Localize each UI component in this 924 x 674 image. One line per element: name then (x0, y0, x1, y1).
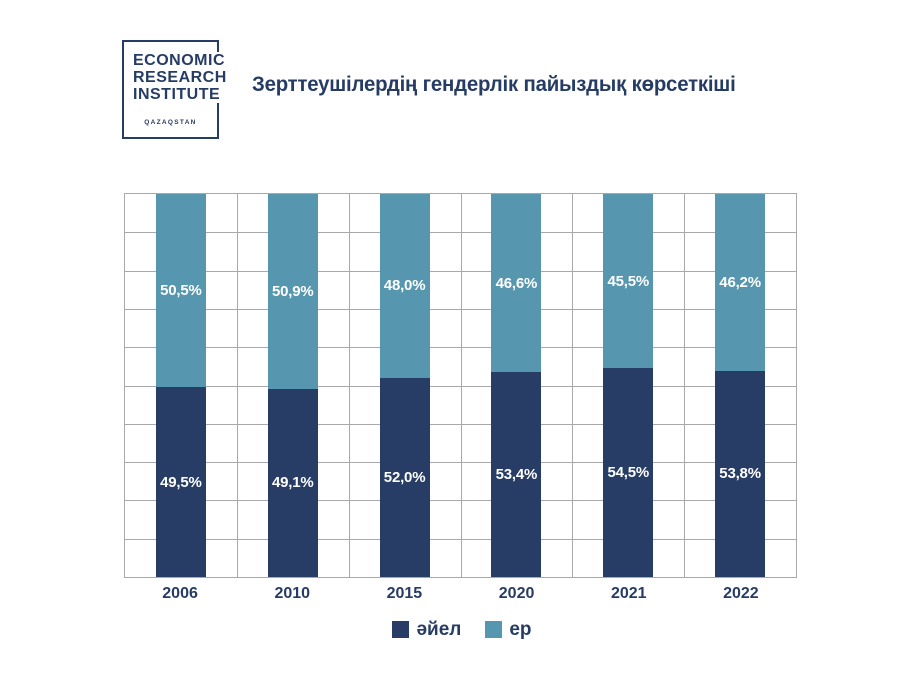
bar-segment-women: 49,5% (155, 387, 206, 577)
bar-label-women: 54,5% (607, 464, 650, 482)
bar-column: 50,9% 49,1% (267, 194, 318, 577)
bar-segment-women: 52,0% (379, 377, 430, 577)
legend-item: әйел (392, 620, 461, 639)
bar-column: 46,2% 53,8% (715, 194, 766, 577)
bar-label-men: 46,2% (719, 273, 761, 291)
bar-segment-men: 48,0% (379, 194, 430, 378)
bar-label-women: 49,1% (271, 474, 314, 492)
x-axis-label: 2022 (723, 585, 759, 602)
bar-segment-women: 54,5% (603, 368, 654, 577)
bar-segment-men: 46,6% (491, 194, 542, 373)
bar-label-men: 50,9% (271, 282, 314, 300)
x-axis-label: 2021 (610, 585, 647, 602)
x-axis: 2006 2010 2015 2020 2021 2022 (124, 585, 797, 605)
bar-segment-women: 53,8% (715, 370, 766, 577)
legend-swatch (392, 621, 410, 638)
bar-segment-men: 50,5% (155, 194, 206, 388)
bar-column: 46,6% 53,4% (491, 194, 542, 577)
legend-label: ер (509, 619, 532, 640)
bar-label-men: 45,5% (607, 272, 650, 290)
logo-text: ECONOMIC RESEARCH INSTITUTE (133, 52, 230, 103)
bar-column: 45,5% 54,5% (603, 194, 654, 577)
logo-country-label: QAZAQSTAN (144, 119, 197, 126)
bar-label-women: 52,0% (383, 468, 426, 486)
gridline-vertical (460, 194, 462, 577)
x-axis-label: 2006 (162, 585, 198, 602)
bar-label-women: 53,8% (719, 465, 761, 483)
logo-line-1: ECONOMIC (133, 52, 228, 69)
plot-area: 50,5% 49,5% 50,9% 49,1% 48,0% 52,0% 46,6% 53,4%… (124, 193, 797, 578)
legend-label: әйел (416, 619, 462, 640)
logo-line-2: RESEARCH (133, 69, 230, 86)
logo-line-3: INSTITUTE (133, 86, 224, 103)
bar-segment-men: 46,2% (715, 194, 766, 371)
bar-column: 50,5% 49,5% (155, 194, 206, 577)
bar-segment-women: 53,4% (491, 372, 542, 577)
legend-item: ер (485, 619, 532, 640)
gridline-vertical (348, 194, 350, 577)
x-axis-label: 2015 (386, 585, 423, 602)
legend-swatch (485, 621, 503, 638)
bar-label-women: 49,5% (160, 473, 202, 491)
bar-segment-women: 49,1% (267, 388, 318, 577)
bar-label-men: 48,0% (383, 277, 426, 295)
bar-column: 48,0% 52,0% (379, 194, 430, 577)
institute-logo: ECONOMIC RESEARCH INSTITUTE QAZAQSTAN (122, 40, 230, 139)
bar-segment-men: 45,5% (603, 194, 654, 369)
bar-label-men: 46,6% (495, 274, 538, 292)
bar-label-women: 53,4% (495, 466, 538, 484)
legend: әйел ер (0, 620, 924, 639)
gridline-vertical (572, 194, 574, 577)
x-axis-label: 2010 (274, 585, 311, 602)
gridline-vertical (236, 194, 238, 577)
bar-label-men: 50,5% (160, 282, 202, 300)
gridline-vertical (684, 194, 686, 577)
chart-title: Зерттеушілердің гендерлік пайыздық көрсе… (252, 73, 736, 96)
bar-segment-men: 50,9% (267, 194, 318, 389)
x-axis-label: 2020 (498, 585, 535, 602)
